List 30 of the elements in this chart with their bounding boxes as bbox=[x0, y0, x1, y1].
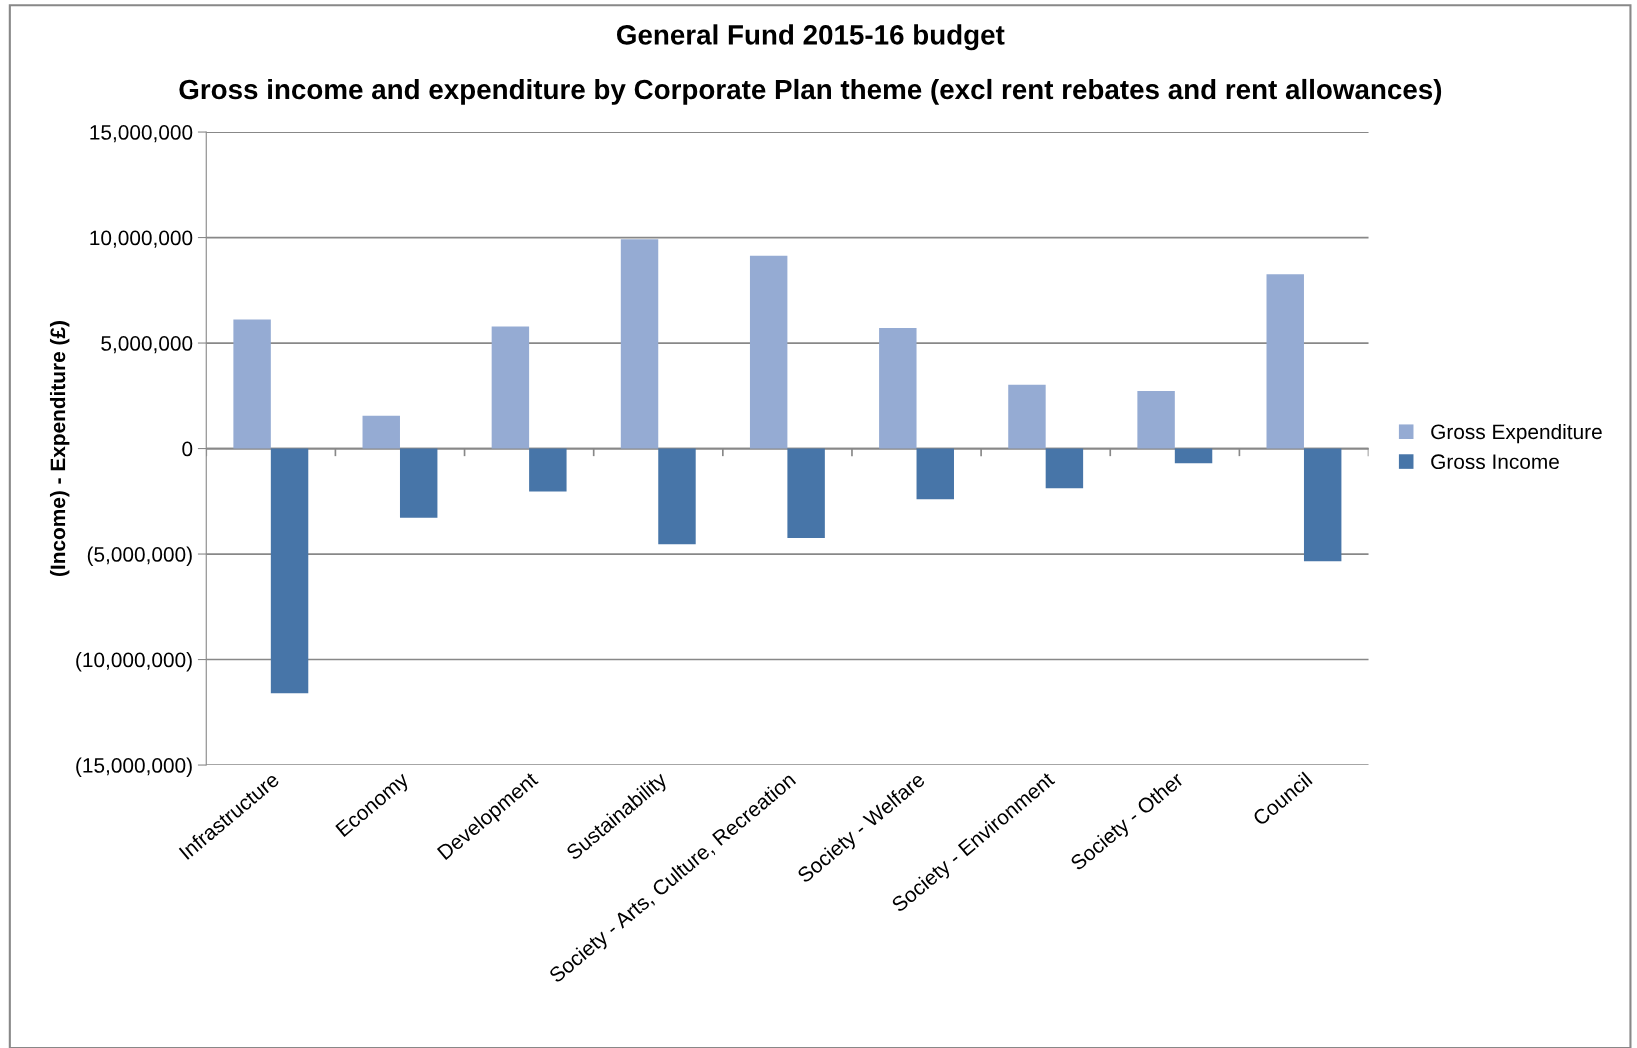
y-tick-label: 0 bbox=[182, 441, 193, 457]
bar bbox=[491, 326, 530, 449]
y-tick-label: (10,000,000) bbox=[76, 651, 192, 672]
bar bbox=[1266, 274, 1304, 449]
chart-title: General Fund 2015-16 budget bbox=[616, 24, 1005, 51]
bar bbox=[916, 448, 954, 500]
y-tick-label: 10,000,000 bbox=[90, 230, 193, 248]
chart-subtitle: Gross income and expenditure by Corporate Plan theme (excl rent rebates and rent allowances) bbox=[179, 78, 1442, 105]
y-tick-label: (15,000,000) bbox=[76, 757, 192, 777]
bar bbox=[1174, 448, 1213, 464]
y-tick-label: 15,000,000 bbox=[90, 125, 193, 143]
legend-label: Gross Income bbox=[1431, 454, 1559, 470]
bar bbox=[399, 448, 438, 518]
bar bbox=[233, 319, 271, 449]
y-tick-label: 5,000,000 bbox=[101, 336, 193, 354]
bar bbox=[879, 328, 917, 449]
bar bbox=[529, 448, 567, 492]
bar bbox=[620, 239, 659, 449]
legend-label: Gross Expenditure bbox=[1431, 423, 1602, 444]
bar bbox=[1045, 448, 1084, 489]
bar bbox=[1303, 448, 1342, 562]
bar bbox=[362, 415, 400, 449]
bar bbox=[749, 255, 788, 449]
y-axis-title: (Income) - Expenditure (£) bbox=[49, 321, 70, 576]
bar bbox=[1008, 384, 1046, 449]
y-tick-label: (5,000,000) bbox=[87, 546, 192, 566]
bar bbox=[270, 448, 309, 694]
bar bbox=[658, 448, 696, 545]
bar bbox=[1137, 390, 1175, 449]
bar bbox=[787, 448, 825, 539]
